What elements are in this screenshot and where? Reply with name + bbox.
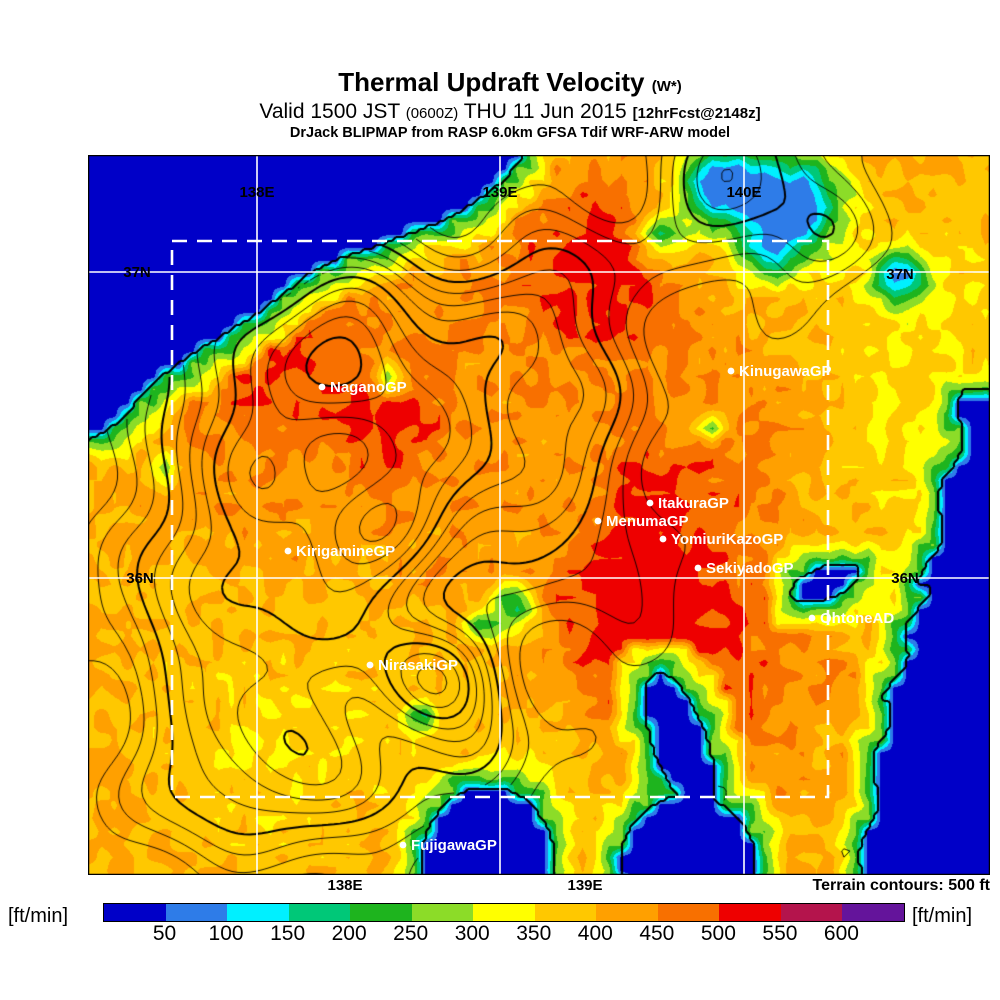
site-label: ItakuraGP	[658, 495, 729, 512]
updraft-field-canvas	[88, 155, 990, 875]
site-marker-dot	[284, 547, 292, 555]
colorbar-unit-left: [ft/min]	[8, 905, 69, 927]
colorbar-tick: 600	[823, 922, 859, 945]
grid-label-lon: 140E	[726, 184, 761, 201]
valid-time: Valid 1500 JST	[259, 99, 400, 123]
site-label: KinugawaGP	[739, 363, 832, 380]
colorbar-tick: 450	[639, 922, 675, 945]
colorbar-tick: 350	[516, 922, 552, 945]
colorbar-tick: 550	[762, 922, 798, 945]
site-label: NaganoGP	[330, 379, 407, 396]
lon-label-bottom-138e: 138E	[327, 877, 363, 894]
colorbar-segment	[227, 904, 289, 921]
site-marker-dot	[366, 661, 374, 669]
site-marker-dot	[399, 841, 407, 849]
colorbar	[103, 903, 905, 922]
map-border	[88, 155, 990, 875]
site-label: KirigamineGP	[296, 543, 395, 560]
valid-forecast: [12hrFcst@2148z]	[632, 104, 761, 122]
map-overlay: 138E 139E 140E 37N 37N 36N 36N NaganoGP Kinugaw…	[88, 155, 990, 875]
title-text: Thermal Updraft Velocity	[338, 67, 645, 97]
terrain-contours-note: Terrain contours: 500 ft	[812, 877, 990, 894]
site-label: OhtoneAD	[820, 610, 894, 627]
colorbar-segment	[719, 904, 781, 921]
grid-labels: 138E 139E 140E 37N 37N 36N 36N	[123, 184, 919, 587]
grid-label-lat: 37N	[123, 264, 151, 281]
colorbar-segment	[657, 904, 720, 921]
grid-lines	[88, 155, 990, 875]
colorbar-tick: 250	[393, 922, 429, 945]
site-label: SekiyadoGP	[706, 560, 794, 577]
colorbar-segment	[411, 904, 474, 921]
site-label: YomiuriKazoGP	[671, 531, 783, 548]
page-title: Thermal Updraft Velocity (W*)	[0, 67, 1000, 98]
colorbar-ticks: 50 100 150 200 250 300 350 400 450 500 550 600	[0, 922, 1000, 946]
colorbar-tick: 300	[454, 922, 490, 945]
colorbar-tick: 150	[270, 922, 306, 945]
colorbar-segment	[596, 904, 658, 921]
site-label: FujigawaGP	[411, 837, 497, 854]
site-label: MenumaGP	[606, 513, 689, 530]
grid-label-lat: 36N	[891, 570, 919, 587]
colorbar-segment	[288, 904, 351, 921]
lon-label-bottom-139e: 139E	[567, 877, 603, 894]
header: Thermal Updraft Velocity (W*) Valid 1500…	[0, 67, 1000, 142]
colorbar-tick: 200	[331, 922, 367, 945]
colorbar-segment	[534, 904, 597, 921]
site-marker-dot	[659, 535, 667, 543]
site-marker-dot	[694, 564, 702, 572]
inner-domain-rect	[170, 239, 830, 799]
weather-map: 138E 139E 140E 37N 37N 36N 36N NaganoGP Kinugaw…	[88, 155, 990, 875]
colorbar-segment	[473, 904, 535, 921]
colorbar-segment	[104, 904, 166, 921]
colorbar-segment	[780, 904, 843, 921]
inner-domain-group	[170, 239, 830, 799]
colorbar-tick: 400	[577, 922, 613, 945]
model-line: DrJack BLIPMAP from RASP 6.0km GFSA Tdif…	[289, 125, 731, 142]
site-markers: NaganoGP KinugawaGP ItakuraGPMenumaGPYomiu…	[284, 363, 894, 854]
site-marker-dot	[808, 614, 816, 622]
site-marker-dot	[318, 383, 326, 391]
valid-line: Valid 1500 JST (0600Z) THU 11 Jun 2015 […	[0, 100, 1000, 124]
colorbar-segment	[842, 904, 904, 921]
site-marker-dot	[646, 499, 654, 507]
colorbar-segment	[165, 904, 228, 921]
grid-label-lon: 139E	[482, 184, 517, 201]
grid-label-lat: 36N	[126, 570, 154, 587]
colorbar-segment	[350, 904, 412, 921]
grid-label-lat: 37N	[886, 266, 914, 283]
title-unit: (W*)	[651, 78, 682, 95]
colorbar-tick: 500	[700, 922, 736, 945]
valid-date: THU 11 Jun 2015	[463, 99, 627, 123]
valid-zulu: (0600Z)	[405, 104, 459, 122]
site-marker-dot	[727, 367, 735, 375]
colorbar-tick: 100	[208, 922, 244, 945]
colorbar-tick: 50	[152, 922, 177, 945]
grid-label-lon: 138E	[239, 184, 274, 201]
colorbar-unit-right: [ft/min]	[912, 905, 973, 927]
site-marker-dot	[594, 517, 602, 525]
site-label: NirasakiGP	[378, 657, 458, 674]
